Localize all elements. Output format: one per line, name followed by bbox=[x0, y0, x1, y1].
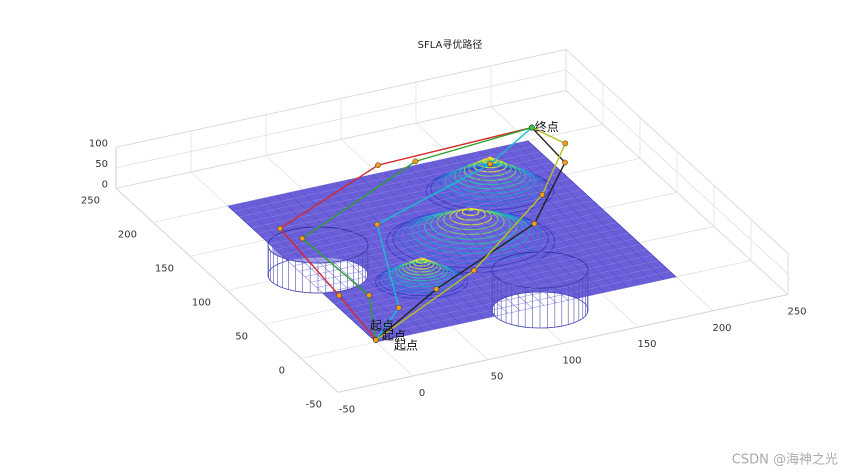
annotation: 终点 bbox=[535, 119, 559, 134]
path-node bbox=[531, 220, 538, 227]
terrain-line bbox=[227, 140, 529, 207]
y-tick-label: -50 bbox=[306, 399, 322, 410]
path-node bbox=[528, 124, 535, 131]
y-tick-label: 0 bbox=[279, 365, 285, 376]
terrain-line bbox=[263, 197, 413, 335]
terrain-line bbox=[233, 145, 534, 212]
terrain-line bbox=[455, 156, 605, 293]
x-tick-label: 0 bbox=[419, 388, 425, 399]
terrain-line bbox=[467, 153, 617, 291]
path-node bbox=[562, 140, 569, 147]
terrain-line bbox=[293, 200, 594, 267]
x-tick-label: 150 bbox=[637, 339, 656, 350]
grid-line bbox=[565, 90, 789, 295]
terrain-line bbox=[335, 182, 485, 319]
path-node bbox=[539, 191, 546, 198]
terrain-line bbox=[269, 178, 570, 245]
path-node bbox=[299, 235, 306, 242]
terrain-line bbox=[383, 171, 533, 309]
grid-line bbox=[115, 49, 567, 148]
terrain-line bbox=[299, 190, 449, 327]
x-tick-label: 100 bbox=[562, 355, 581, 366]
terrain-line bbox=[340, 243, 641, 310]
path-node bbox=[366, 292, 372, 299]
z-tick-label: 50 bbox=[95, 159, 108, 170]
terrain-line bbox=[352, 254, 653, 321]
path-node bbox=[375, 162, 381, 169]
terrain-line bbox=[227, 205, 377, 343]
grid-line bbox=[115, 90, 567, 189]
terrain-line bbox=[431, 161, 581, 298]
terrain-line bbox=[419, 164, 569, 301]
terrain-line bbox=[334, 238, 635, 305]
terrain-line bbox=[346, 249, 647, 316]
path-node bbox=[395, 304, 402, 311]
terrain-line bbox=[479, 151, 629, 288]
terrain-line bbox=[407, 166, 557, 304]
annotation: 起点 bbox=[382, 328, 406, 342]
path-node bbox=[277, 225, 283, 232]
x-tick-label: 200 bbox=[712, 323, 731, 334]
z-tick-label: 0 bbox=[102, 179, 108, 190]
z-tick-label: 100 bbox=[89, 138, 108, 149]
terrain-line bbox=[323, 184, 473, 322]
terrain-line bbox=[358, 260, 659, 326]
annotation: 起点 bbox=[394, 338, 418, 352]
path-node bbox=[374, 221, 381, 228]
terrain-line bbox=[443, 158, 593, 296]
terrain-line bbox=[491, 148, 641, 285]
grid-line bbox=[565, 69, 789, 275]
watermark: CSDN @海神之光 bbox=[732, 453, 838, 468]
terrain-line bbox=[251, 162, 552, 229]
terrain-line bbox=[527, 140, 677, 277]
path-node bbox=[412, 158, 419, 165]
terrain-line bbox=[275, 184, 576, 250]
terrain-line bbox=[281, 189, 582, 256]
terrain-line bbox=[239, 203, 389, 340]
terrain-line bbox=[245, 156, 546, 223]
path-node bbox=[471, 267, 477, 274]
terrain-line bbox=[364, 265, 665, 332]
grid-line bbox=[337, 294, 789, 393]
terrain-line bbox=[371, 174, 521, 311]
terrain-line bbox=[359, 177, 509, 314]
path-node bbox=[562, 159, 568, 166]
terrain-line bbox=[395, 169, 545, 306]
terrain-line bbox=[316, 222, 617, 288]
terrain-line bbox=[503, 145, 653, 283]
annotation: 起点 bbox=[370, 318, 394, 332]
terrain-line bbox=[347, 179, 497, 317]
terrain-line bbox=[322, 227, 623, 294]
y-tick-label: 50 bbox=[235, 331, 248, 342]
x-tick-label: -50 bbox=[339, 404, 355, 415]
y-tick-label: 100 bbox=[192, 297, 211, 308]
y-tick-label: 200 bbox=[118, 229, 137, 240]
terrain-line bbox=[263, 173, 564, 239]
grid-line bbox=[565, 49, 789, 254]
x-tick-label: 250 bbox=[787, 307, 806, 318]
terrain-line bbox=[298, 205, 600, 272]
terrain-line bbox=[370, 271, 671, 337]
path-node bbox=[373, 337, 379, 343]
terrain-line bbox=[515, 143, 665, 280]
y-tick-label: 150 bbox=[155, 263, 174, 274]
x-tick-label: 50 bbox=[491, 372, 504, 383]
obstacle-inner bbox=[496, 260, 584, 288]
path-node bbox=[336, 292, 342, 299]
terrain-line bbox=[375, 276, 677, 343]
terrain-line bbox=[287, 192, 437, 330]
path-node bbox=[433, 286, 440, 292]
terrain-line bbox=[257, 167, 558, 234]
path-node bbox=[487, 161, 494, 167]
terrain-line bbox=[310, 216, 611, 283]
grid-line bbox=[115, 69, 567, 169]
y-tick-label: 250 bbox=[81, 195, 100, 206]
chart-title: SFLA寻优路径 bbox=[418, 38, 483, 51]
terrain-line bbox=[287, 194, 588, 261]
terrain-line bbox=[304, 211, 606, 277]
